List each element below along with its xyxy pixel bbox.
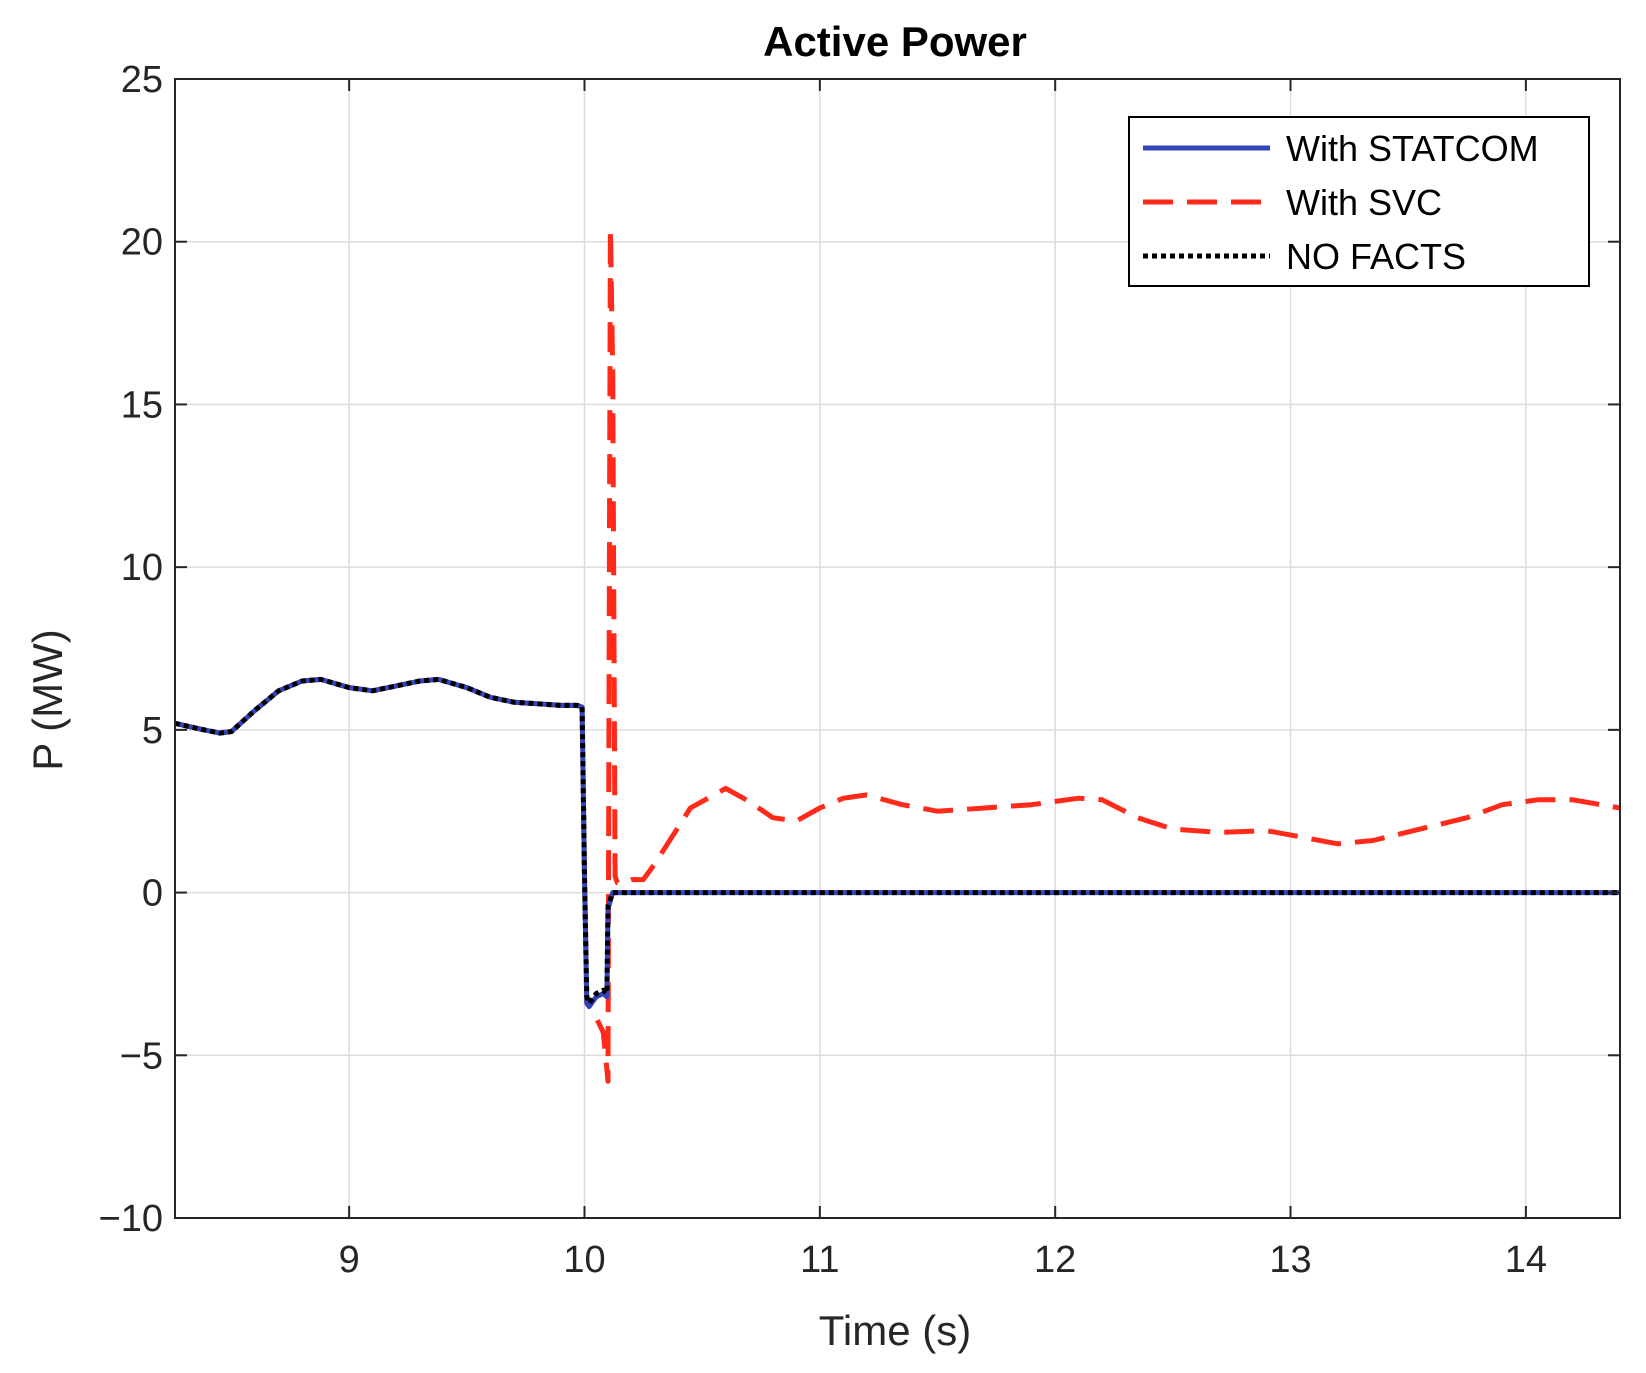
series-line-nofacts xyxy=(174,676,1620,1006)
legend: With STATCOM With SVC NO FACTS xyxy=(1128,116,1590,287)
legend-entry-svc: With SVC xyxy=(1286,182,1442,223)
legend-entry-statcom: With STATCOM xyxy=(1286,128,1539,169)
x-tick-label: 13 xyxy=(1269,1239,1311,1281)
axis-ticks: 9 10 11 12 13 14 −10 −5 0 5 10 15 20 25 xyxy=(99,59,1620,1281)
y-tick-label: 5 xyxy=(142,710,163,752)
y-tick-label: 15 xyxy=(121,384,163,426)
x-tick-label: 11 xyxy=(800,1239,839,1281)
y-tick-label: 20 xyxy=(121,222,163,264)
chart-title: Active Power xyxy=(763,18,1027,65)
x-tick-label: 10 xyxy=(563,1239,605,1281)
x-tick-label: 9 xyxy=(339,1239,360,1281)
x-tick-label: 12 xyxy=(1034,1239,1076,1281)
x-axis-label: Time (s) xyxy=(819,1307,971,1354)
y-tick-label: −10 xyxy=(99,1198,163,1240)
y-axis-label: P (MW) xyxy=(24,629,71,771)
y-tick-label: 25 xyxy=(121,59,163,101)
y-tick-label: 0 xyxy=(142,873,163,915)
y-tick-label: 10 xyxy=(121,547,163,589)
plot-frame xyxy=(174,78,1621,1219)
y-tick-label: −5 xyxy=(120,1035,163,1077)
series-lines xyxy=(174,226,1621,1084)
legend-entry-nofacts: NO FACTS xyxy=(1286,236,1466,277)
x-tick-label: 14 xyxy=(1505,1239,1547,1281)
